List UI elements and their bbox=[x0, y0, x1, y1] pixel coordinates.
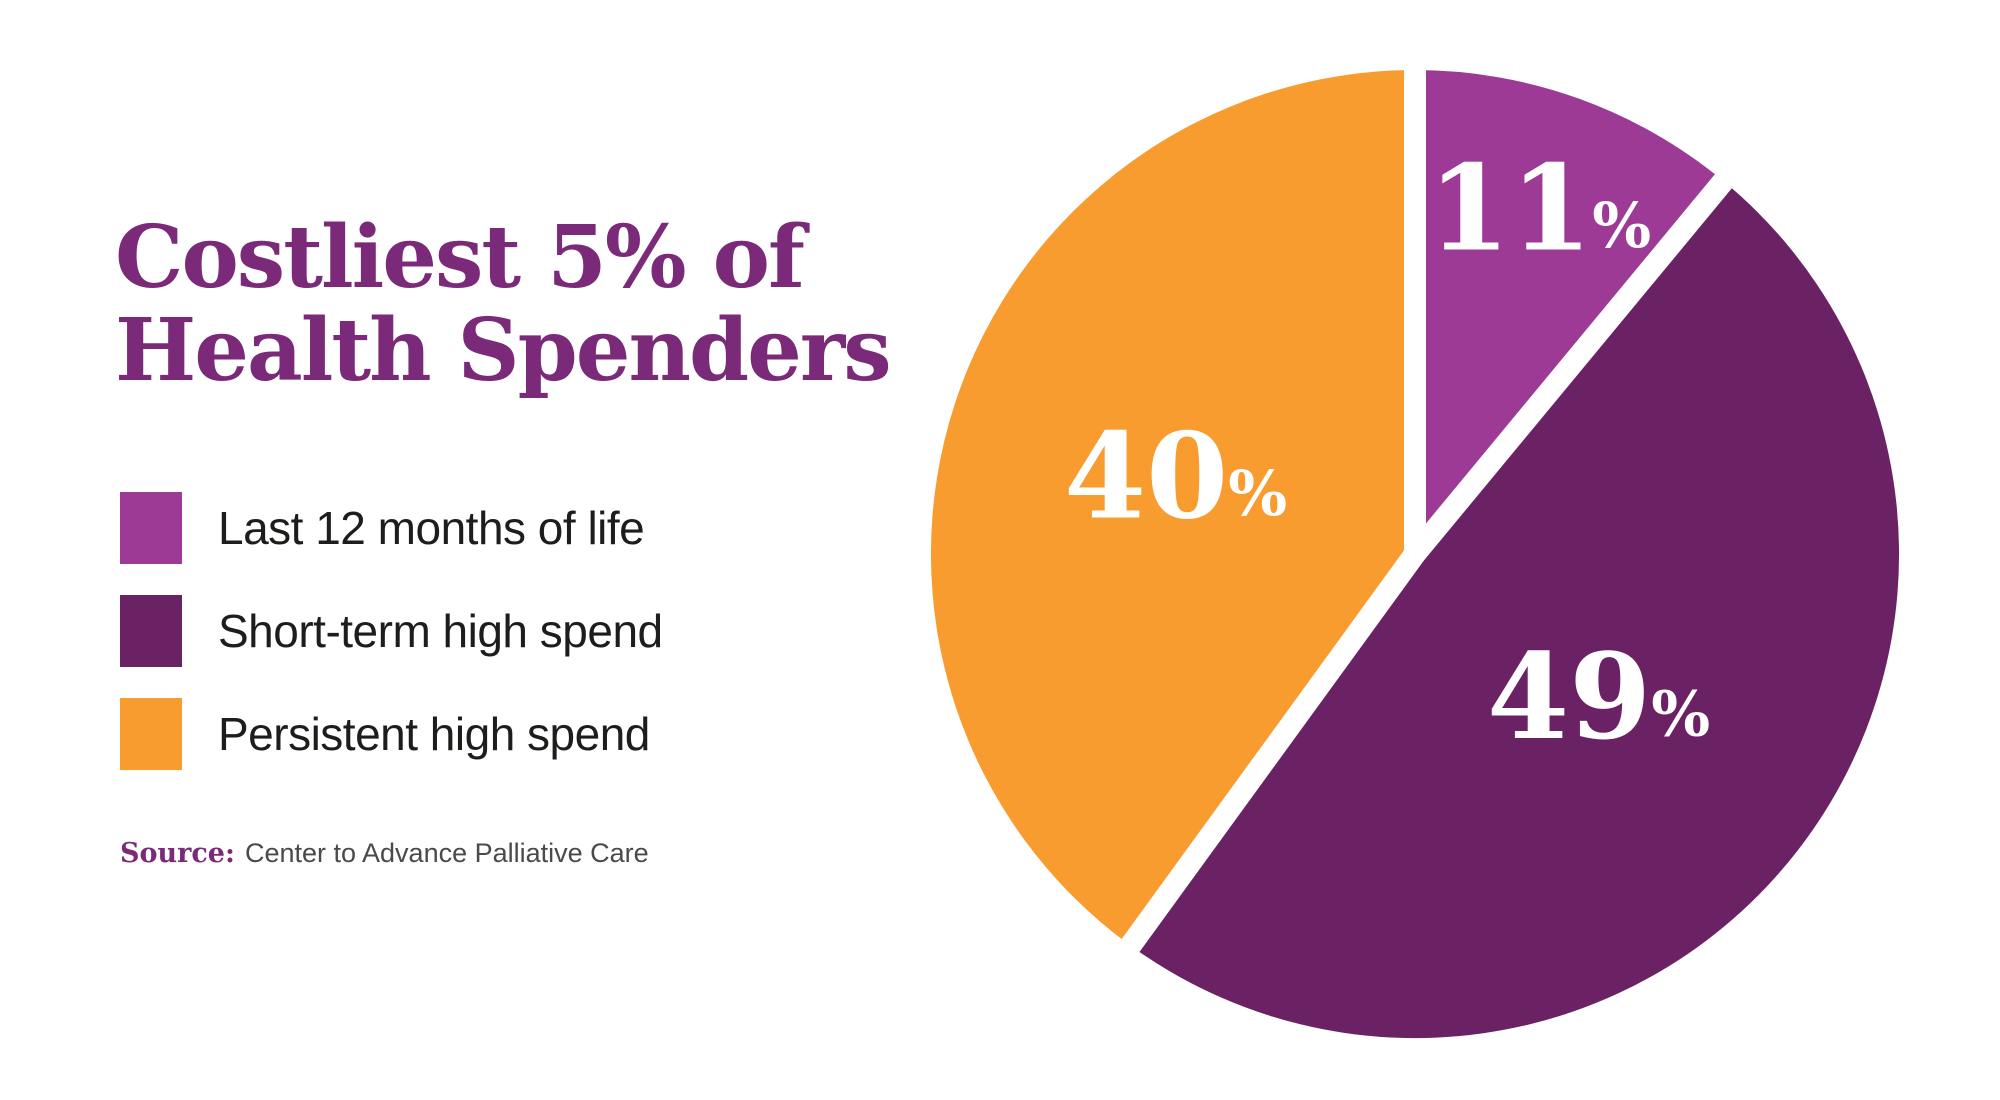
legend-swatch-magenta-icon bbox=[120, 492, 182, 564]
legend-item-label: Short-term high spend bbox=[218, 605, 663, 657]
legend-swatch-dark-purple-icon bbox=[120, 595, 182, 667]
page-title: Costliest 5% of Health Spenders bbox=[115, 211, 892, 401]
source-label: Source: bbox=[120, 838, 235, 869]
source-text: Center to Advance Palliative Care bbox=[244, 838, 649, 868]
percent-sign: % bbox=[1228, 457, 1287, 530]
legend-swatch-orange-icon bbox=[120, 698, 182, 770]
legend-item-label: Persistent high spend bbox=[218, 708, 650, 760]
slice-divider bbox=[1406, 143, 1758, 562]
legend: Last 12 months of life Short-term high s… bbox=[120, 492, 663, 801]
source-line: Source: Center to Advance Palliative Care bbox=[120, 838, 649, 869]
legend-item-label: Last 12 months of life bbox=[218, 502, 645, 554]
legend-item-short-term: Short-term high spend bbox=[120, 595, 663, 667]
legend-item-persistent: Persistent high spend bbox=[120, 698, 663, 770]
percent-sign: % bbox=[1592, 188, 1651, 261]
legend-item-last-12-months: Last 12 months of life bbox=[120, 492, 663, 564]
title-line-1: Costliest 5% of bbox=[115, 207, 805, 308]
percent-sign: % bbox=[1651, 677, 1710, 750]
pie-slice-40-percent bbox=[930, 69, 1415, 946]
slice-divider bbox=[1098, 547, 1424, 985]
pie-slice-11-percent bbox=[1415, 70, 1724, 554]
pie-slice-49-percent bbox=[1130, 181, 1900, 1039]
title-line-2: Health Spenders bbox=[115, 299, 892, 401]
